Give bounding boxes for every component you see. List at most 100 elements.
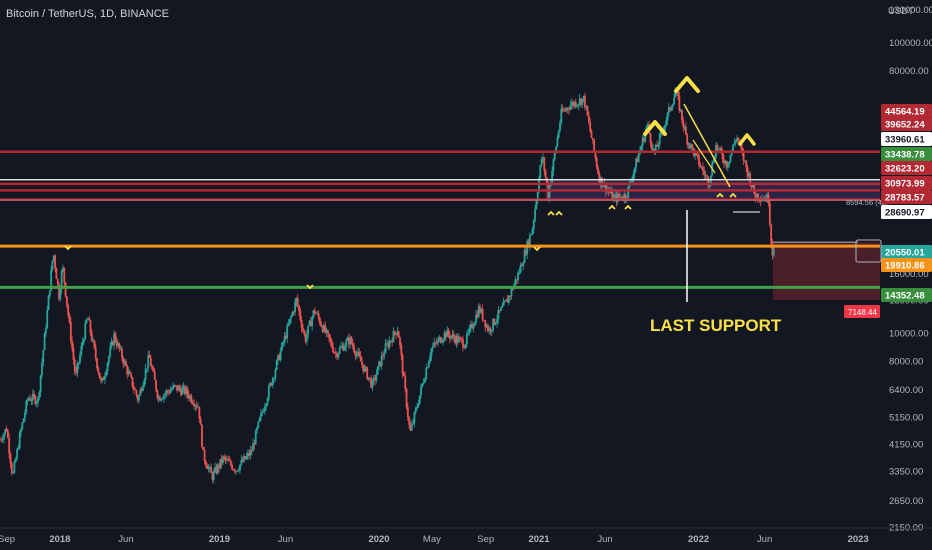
candle-body	[552, 159, 555, 171]
candle-body	[378, 361, 380, 367]
candle-body	[260, 412, 262, 418]
candle-body	[504, 300, 506, 302]
candle-body	[686, 134, 689, 145]
time-axis-tick-label: 2020	[368, 534, 389, 545]
candle-body	[164, 393, 167, 395]
candle-body	[37, 397, 39, 403]
candle-body	[182, 386, 185, 389]
candle-body	[608, 191, 611, 193]
candle-body	[244, 456, 247, 459]
candle-body	[202, 446, 205, 451]
candle-body	[703, 170, 706, 176]
candle-body	[521, 264, 523, 267]
candle-body	[618, 194, 620, 197]
candle-body	[615, 194, 618, 202]
candle-body	[212, 471, 215, 480]
bounce-marker	[555, 210, 563, 216]
candle-body	[307, 325, 310, 335]
candle-body	[288, 318, 291, 324]
candle-body	[590, 130, 593, 139]
candle-body	[632, 173, 635, 181]
candle-body	[455, 336, 458, 344]
candle-body	[442, 339, 445, 342]
candle-body	[72, 348, 75, 360]
candle-body	[25, 401, 28, 413]
candle-body	[320, 324, 323, 327]
price-axis-tick-label: 8000.00	[889, 357, 923, 368]
last-support-annotation: LAST SUPPORT	[650, 316, 782, 335]
candle-body	[136, 395, 139, 401]
candle-body	[195, 405, 198, 407]
candle-body	[305, 334, 308, 342]
candle-body	[459, 337, 462, 339]
bounce-marker	[729, 192, 737, 198]
candle-body	[361, 361, 363, 365]
candle-body	[736, 137, 738, 142]
candle-body	[163, 394, 165, 399]
candle-body	[527, 240, 530, 246]
candle-body	[350, 337, 353, 344]
candle-body	[75, 371, 77, 373]
candle-body	[556, 137, 559, 147]
candle-body	[467, 332, 470, 334]
candle-body	[605, 182, 607, 193]
candle-body	[427, 361, 430, 368]
candle-body	[319, 318, 321, 325]
candle-body	[110, 341, 113, 348]
candle-body	[181, 388, 184, 395]
candle-body	[702, 166, 704, 171]
candle-body	[31, 393, 34, 401]
price-axis-tick-label: 3350.00	[889, 467, 923, 478]
candle-body	[325, 330, 328, 333]
candle-body	[619, 196, 622, 198]
candle-body	[430, 348, 433, 356]
candle-body	[413, 412, 416, 423]
candle-body	[190, 395, 193, 403]
candle-body	[434, 342, 437, 344]
candle-body	[564, 109, 567, 111]
candle-body	[576, 105, 578, 107]
candle-body	[316, 313, 319, 315]
candle-body	[418, 395, 421, 405]
candle-body	[695, 152, 698, 154]
candle-body	[598, 173, 601, 184]
candle-body	[92, 340, 95, 342]
candle-body	[433, 342, 435, 347]
candle-body	[228, 460, 231, 462]
candle-body	[376, 366, 379, 375]
candle-body	[733, 142, 736, 145]
candle-body	[330, 341, 333, 348]
candle-body	[68, 315, 71, 322]
candle-body	[30, 400, 33, 402]
candle-body	[248, 452, 251, 456]
time-axis[interactable]: Sep 2018 Jun 2019 Jun 2020 May Sep 2021 Jun 2022 Ju…	[0, 527, 932, 545]
candle-body	[561, 108, 564, 112]
candle-body	[460, 338, 463, 340]
candle-body	[757, 193, 759, 200]
candle-body	[279, 350, 282, 360]
candle-body	[235, 470, 237, 472]
candle-body	[249, 450, 252, 456]
candle-body	[97, 368, 100, 373]
candle-body	[674, 92, 677, 98]
candle-body	[295, 298, 298, 303]
candle-body	[498, 310, 501, 311]
candle-body	[481, 308, 484, 320]
candle-body	[46, 310, 49, 329]
candle-body	[472, 325, 475, 329]
candle-body	[127, 371, 130, 375]
candle-body	[119, 348, 122, 350]
candle-body	[362, 364, 365, 372]
head-shoulders-caret	[738, 133, 756, 146]
candle-body	[14, 458, 17, 462]
candle-body	[39, 375, 42, 393]
candle-body	[438, 337, 441, 340]
candle-body	[147, 355, 150, 369]
candle-body	[239, 464, 241, 471]
candle-body	[458, 337, 460, 343]
candle-body	[52, 255, 55, 261]
candle-body	[241, 459, 244, 462]
candle-body	[193, 403, 195, 407]
candle-body	[384, 343, 387, 353]
